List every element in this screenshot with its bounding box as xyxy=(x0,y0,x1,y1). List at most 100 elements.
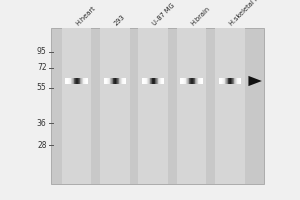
Text: 293: 293 xyxy=(113,14,127,27)
Bar xyxy=(74,78,75,84)
Bar xyxy=(201,78,202,84)
Bar xyxy=(84,78,85,84)
Bar xyxy=(143,78,144,84)
Bar xyxy=(234,78,235,84)
Bar xyxy=(67,78,68,84)
Bar xyxy=(116,78,117,84)
Bar xyxy=(153,78,154,84)
Bar xyxy=(100,28,130,184)
Bar xyxy=(76,78,77,84)
Bar xyxy=(193,78,194,84)
Bar xyxy=(231,78,232,84)
Bar xyxy=(190,78,191,84)
Bar xyxy=(162,78,163,84)
Bar xyxy=(186,78,187,84)
Bar xyxy=(108,78,109,84)
Bar xyxy=(161,78,162,84)
Bar xyxy=(110,78,111,84)
Bar xyxy=(151,78,152,84)
Bar xyxy=(121,78,122,84)
Bar xyxy=(106,78,107,84)
Bar xyxy=(199,78,200,84)
Bar xyxy=(82,78,83,84)
Bar xyxy=(146,78,147,84)
Text: H.brain: H.brain xyxy=(190,6,211,27)
Bar xyxy=(181,78,182,84)
Bar xyxy=(115,78,116,84)
Bar xyxy=(215,28,245,184)
Bar xyxy=(65,78,66,84)
Bar xyxy=(156,78,157,84)
Bar xyxy=(236,78,237,84)
Bar xyxy=(185,78,186,84)
Bar xyxy=(228,78,229,84)
Bar xyxy=(159,78,160,84)
Bar xyxy=(81,78,82,84)
Bar xyxy=(229,78,230,84)
Bar xyxy=(142,78,143,84)
Bar xyxy=(184,78,185,84)
Bar xyxy=(225,78,226,84)
Bar xyxy=(109,78,110,84)
Bar xyxy=(160,78,161,84)
Bar xyxy=(177,28,206,184)
Bar xyxy=(235,78,236,84)
Bar xyxy=(68,78,69,84)
Bar xyxy=(155,78,156,84)
Bar xyxy=(85,78,86,84)
Bar xyxy=(62,28,92,184)
Bar xyxy=(202,78,203,84)
Bar xyxy=(191,78,192,84)
Bar xyxy=(154,78,155,84)
Bar xyxy=(86,78,87,84)
Bar xyxy=(87,78,88,84)
Bar xyxy=(117,78,118,84)
Bar xyxy=(124,78,125,84)
Text: H.skeletal muscle: H.skeletal muscle xyxy=(228,0,274,27)
Bar xyxy=(240,78,241,84)
Bar xyxy=(188,78,189,84)
Bar xyxy=(183,78,184,84)
Bar xyxy=(222,78,223,84)
Bar xyxy=(83,78,84,84)
Bar xyxy=(122,78,123,84)
Bar xyxy=(72,78,73,84)
Bar xyxy=(111,78,112,84)
Text: 72: 72 xyxy=(37,64,46,72)
Bar xyxy=(105,78,106,84)
Bar xyxy=(230,78,231,84)
Bar xyxy=(180,78,181,84)
Bar xyxy=(238,78,239,84)
Bar xyxy=(107,78,108,84)
Bar xyxy=(70,78,71,84)
Bar xyxy=(221,78,222,84)
Text: 28: 28 xyxy=(37,140,46,149)
Bar xyxy=(113,78,114,84)
Bar xyxy=(158,78,159,84)
Bar xyxy=(194,78,195,84)
Bar xyxy=(226,78,227,84)
Bar xyxy=(104,78,105,84)
Bar xyxy=(123,78,124,84)
Bar xyxy=(223,78,224,84)
Bar xyxy=(152,78,153,84)
Bar xyxy=(77,78,78,84)
Bar xyxy=(157,78,158,84)
Text: 36: 36 xyxy=(37,118,46,128)
Bar xyxy=(163,78,164,84)
Bar xyxy=(227,78,228,84)
Bar xyxy=(220,78,221,84)
Bar xyxy=(144,78,145,84)
Bar xyxy=(182,78,183,84)
Bar xyxy=(148,78,149,84)
Text: 95: 95 xyxy=(37,47,46,56)
Text: U-87 MG: U-87 MG xyxy=(152,3,176,27)
Bar xyxy=(120,78,121,84)
Bar xyxy=(233,78,234,84)
Bar xyxy=(187,78,188,84)
Bar xyxy=(119,78,120,84)
Bar xyxy=(196,78,197,84)
Bar xyxy=(71,78,72,84)
Bar xyxy=(147,78,148,84)
Bar xyxy=(114,78,115,84)
